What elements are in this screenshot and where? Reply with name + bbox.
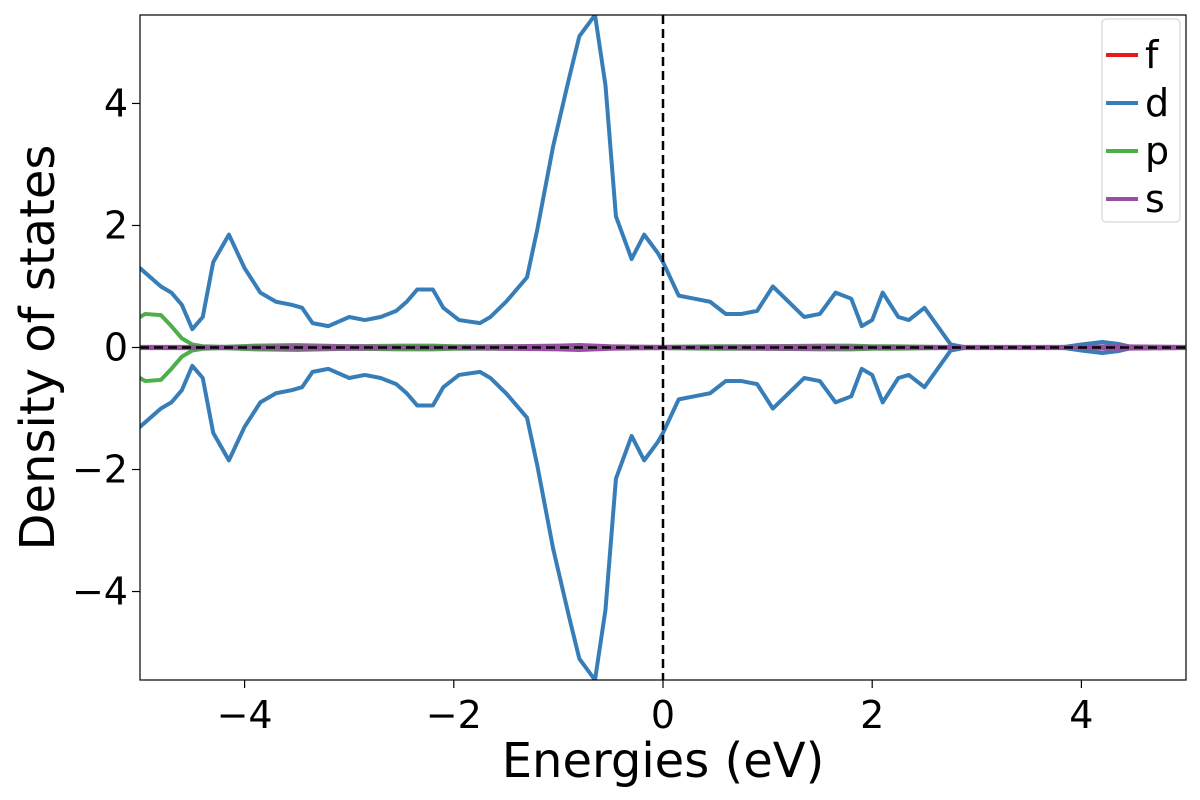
series-d-spin-up-line (140, 15, 1186, 350)
legend-label-p: p (1145, 129, 1169, 173)
y-tick-label: 0 (104, 326, 128, 370)
tick-layer: −4 −2 0 2 4 −4 −2 0 2 4 (72, 81, 1094, 737)
y-axis-label: Density of states (10, 145, 66, 551)
y-tick-label: 4 (104, 81, 128, 125)
reference-lines (140, 15, 1186, 680)
x-tick-label: −4 (217, 693, 273, 737)
x-tick-label: 4 (1069, 693, 1093, 737)
series-d-spin-down-line (140, 345, 1186, 680)
legend-label-s: s (1145, 177, 1165, 221)
x-tick-label: 2 (860, 693, 884, 737)
legend-box (1101, 18, 1181, 223)
x-tick-label: −2 (426, 693, 482, 737)
y-tick-label: −4 (72, 570, 128, 614)
x-axis-label: Energies (eV) (502, 733, 825, 789)
x-tick-label: 0 (651, 693, 675, 737)
legend-label-f: f (1145, 33, 1160, 77)
axis-labels: Energies (eV) Density of states (10, 145, 824, 789)
y-tick-label: −2 (72, 448, 128, 492)
legend-label-d: d (1145, 81, 1169, 125)
y-tick-label: 2 (104, 203, 128, 247)
